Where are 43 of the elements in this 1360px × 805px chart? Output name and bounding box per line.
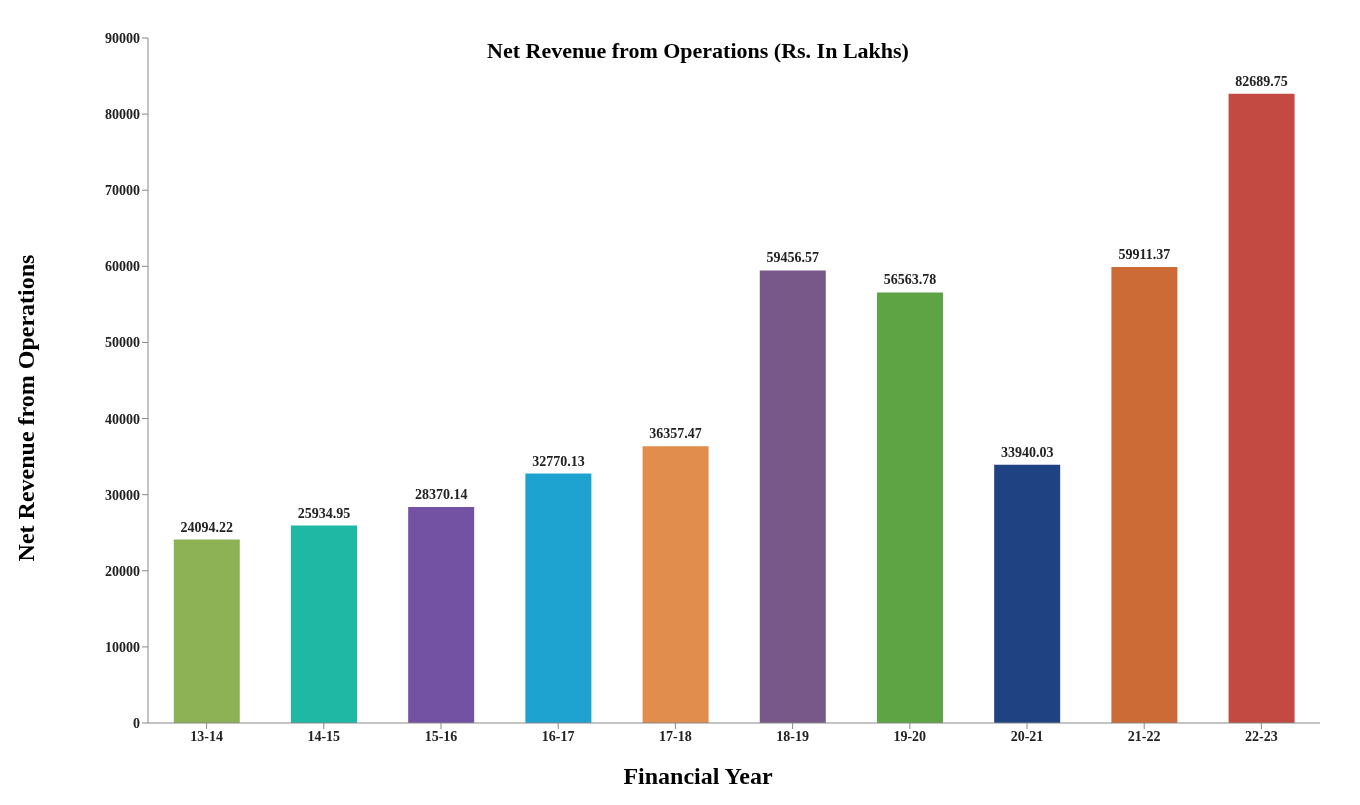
y-tick-label: 40000 (105, 411, 140, 427)
x-tick-label: 16-17 (541, 728, 575, 744)
y-tick-label: 80000 (105, 107, 140, 123)
bar (759, 270, 826, 723)
x-tick-label: 19-20 (893, 728, 927, 744)
y-tick-label: 10000 (105, 639, 140, 655)
x-tick-label: 14-15 (307, 728, 341, 744)
bar (525, 473, 592, 723)
x-tick-label: 21-22 (1127, 728, 1161, 744)
bar (1228, 93, 1295, 723)
y-tick-label: 60000 (105, 259, 140, 275)
y-axis-title: Net Revenue from Operations (12, 254, 40, 562)
data-label: 36357.47 (649, 426, 702, 442)
y-tick-label: 20000 (105, 563, 140, 579)
data-label: 59911.37 (1118, 247, 1171, 263)
chart-title: Net Revenue from Operations (Rs. In Lakhs) (486, 38, 910, 64)
data-label: 24094.22 (180, 519, 234, 535)
bar (876, 292, 943, 723)
x-tick-label: 13-14 (190, 728, 223, 744)
data-label: 82689.75 (1235, 73, 1288, 89)
data-label: 25934.95 (297, 505, 351, 521)
data-label: 32770.13 (532, 453, 585, 469)
data-label: 56563.78 (883, 272, 937, 288)
bar (290, 525, 357, 723)
x-tick-label: 20-21 (1010, 728, 1044, 744)
y-tick-label: 90000 (105, 30, 140, 46)
x-tick-label: 22-23 (1245, 728, 1278, 744)
x-tick-label: 18-19 (776, 728, 809, 744)
x-tick-label: 15-16 (424, 728, 458, 744)
bar (1111, 267, 1178, 723)
x-axis-title: Financial Year (622, 763, 774, 790)
bar (173, 539, 240, 723)
y-tick-label: 30000 (105, 487, 140, 503)
data-label: 28370.14 (414, 487, 468, 503)
data-label: 33940.03 (1000, 444, 1054, 460)
data-label: 59456.57 (766, 250, 820, 266)
y-tick-label: 0 (133, 715, 140, 731)
y-tick-label: 50000 (105, 335, 140, 351)
bar (408, 507, 475, 723)
bar (994, 464, 1061, 723)
bar (642, 446, 709, 723)
x-tick-label: 17-18 (659, 728, 692, 744)
y-tick-label: 70000 (105, 183, 140, 199)
